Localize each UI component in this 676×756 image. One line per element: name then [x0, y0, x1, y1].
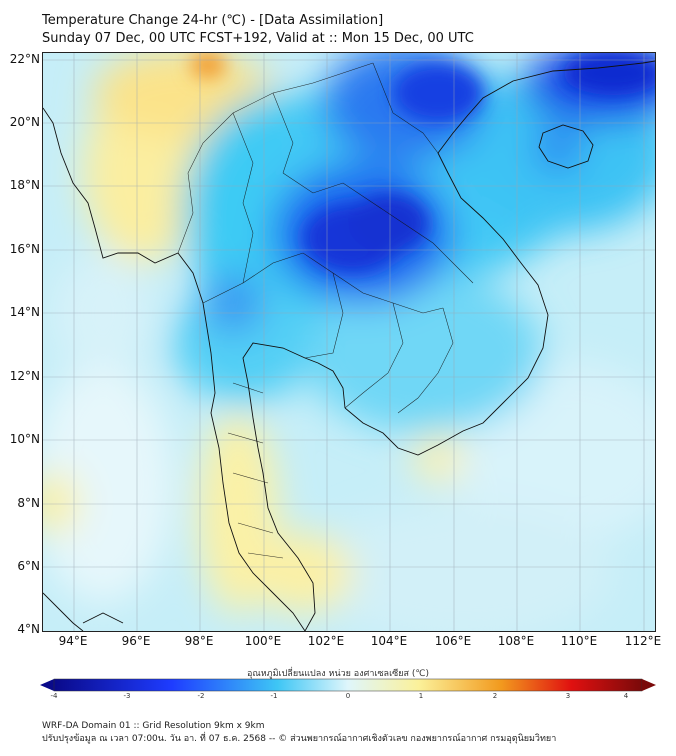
lon-label-106e: 106°E — [434, 634, 472, 648]
lat-label-8n: 8°N — [17, 496, 40, 510]
lat-label-4n: 4°N — [17, 622, 40, 636]
footer-line-1: WRF-DA Domain 01 :: Grid Resolution 9km … — [42, 721, 265, 731]
lon-label-94e: 94°E — [58, 634, 88, 648]
title-line-1: Temperature Change 24-hr (℃) - [Data Ass… — [42, 13, 384, 28]
lat-label-10n: 10°N — [9, 432, 40, 446]
lon-label-100e: 100°E — [244, 634, 282, 648]
borders — [177, 62, 474, 559]
lat-label-14n: 14°N — [9, 305, 40, 319]
temperature-field — [43, 53, 655, 631]
colorbar-tick: 2 — [492, 692, 498, 700]
lon-label-110e: 110°E — [560, 634, 598, 648]
map-title: Temperature Change 24-hr (℃) - [Data Ass… — [42, 12, 474, 48]
colorbar — [40, 678, 656, 692]
colorbar-title: อุณหภูมิเปลี่ยนแปลง หน่วย องศาเซลเซียส (… — [246, 669, 430, 679]
lon-label-112e: 112°E — [624, 634, 662, 648]
lon-label-102e: 102°E — [307, 634, 345, 648]
footer-line-2: ปรับปรุงข้อมูล ณ เวลา 07:00น. วัน อา. ที… — [42, 734, 557, 744]
lon-label-108e: 108°E — [497, 634, 535, 648]
lon-label-104e: 104°E — [370, 634, 408, 648]
lat-label-12n: 12°N — [9, 369, 40, 383]
lon-label-98e: 98°E — [184, 634, 214, 648]
lat-label-22n: 22°N — [9, 52, 40, 66]
lat-label-20n: 20°N — [9, 115, 40, 129]
colorbar-tick: -2 — [197, 692, 205, 700]
colorbar-tick: 1 — [418, 692, 424, 700]
lon-label-96e: 96°E — [121, 634, 151, 648]
lat-label-16n: 16°N — [9, 242, 40, 256]
coastlines — [43, 60, 655, 631]
map-panel — [42, 52, 656, 632]
colorbar-tick: -4 — [50, 692, 58, 700]
colorbar-tick: 0 — [345, 692, 351, 700]
title-line-2: Sunday 07 Dec, 00 UTC FCST+192, Valid at… — [42, 31, 474, 46]
colorbar-tick: 3 — [565, 692, 571, 700]
footer: WRF-DA Domain 01 :: Grid Resolution 9km … — [42, 720, 556, 746]
colorbar-tick: 4 — [623, 692, 629, 700]
lat-label-6n: 6°N — [17, 559, 40, 573]
colorbar-tick: -3 — [123, 692, 131, 700]
colorbar-tick: -1 — [270, 692, 278, 700]
lat-label-18n: 18°N — [9, 178, 40, 192]
